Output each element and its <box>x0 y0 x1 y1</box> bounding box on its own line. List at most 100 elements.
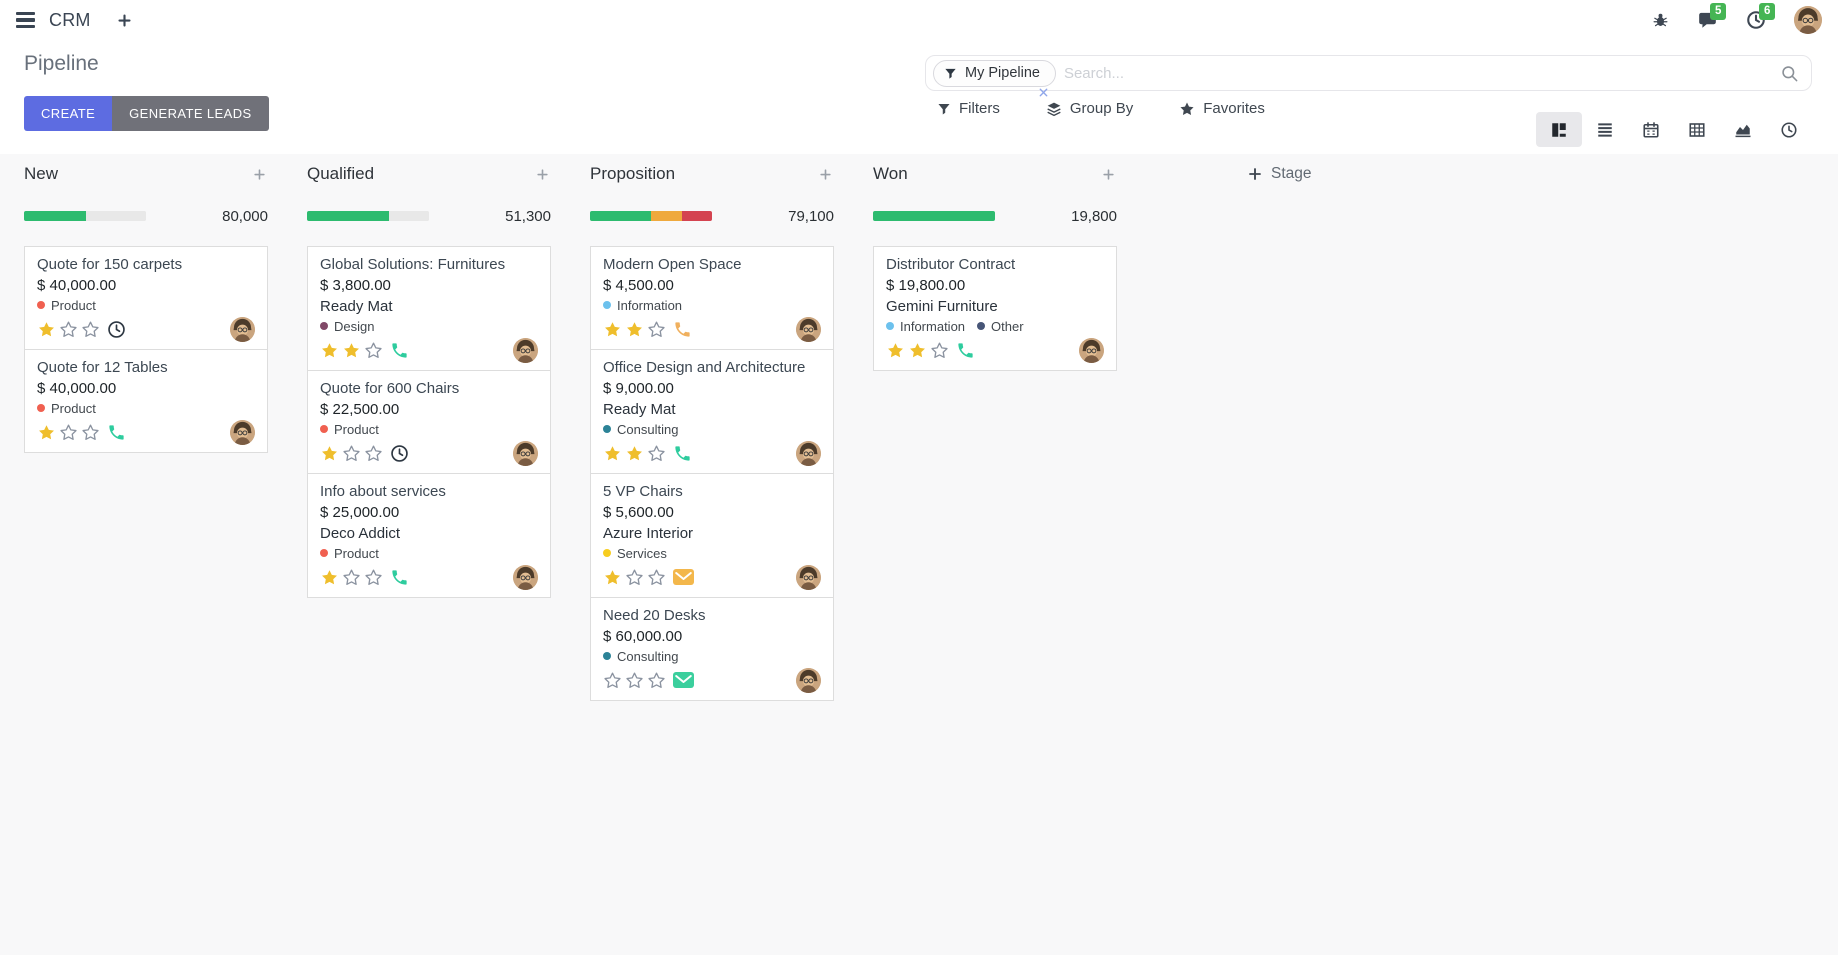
activity-mail-icon[interactable] <box>673 672 694 688</box>
tag-label: Information <box>617 297 683 313</box>
user-avatar[interactable] <box>1794 6 1822 34</box>
card-title: Office Design and Architecture <box>603 359 806 376</box>
messages-icon[interactable]: 5 <box>1697 3 1727 30</box>
filter-icon <box>938 103 950 115</box>
kanban-card[interactable]: Modern Open Space $ 4,500.00 Information <box>590 246 834 350</box>
view-list-button[interactable] <box>1582 112 1628 147</box>
kanban-card[interactable]: Need 20 Desks $ 60,000.00 Consulting <box>590 597 834 701</box>
priority-stars[interactable] <box>320 568 383 587</box>
priority-stars[interactable] <box>37 423 100 442</box>
activity-phone-icon[interactable] <box>673 444 692 463</box>
card-amount: $ 40,000.00 <box>37 380 117 397</box>
priority-stars[interactable] <box>37 320 100 339</box>
kanban-card[interactable]: Quote for 12 Tables $ 40,000.00 Product <box>24 349 268 453</box>
add-stage-button[interactable]: Stage <box>1248 160 1312 188</box>
avatar[interactable] <box>513 337 538 363</box>
card-title: Distributor Contract <box>886 256 1016 273</box>
avatar[interactable] <box>796 440 821 466</box>
avatar[interactable] <box>513 440 538 466</box>
search-facet-label: My Pipeline <box>965 65 1040 81</box>
avatar[interactable] <box>1079 337 1104 363</box>
activities-icon[interactable]: 6 <box>1746 3 1776 30</box>
card-amount: $ 60,000.00 <box>603 628 683 645</box>
card-title: Need 20 Desks <box>603 607 706 624</box>
tag-dot <box>603 425 611 433</box>
priority-stars[interactable] <box>603 320 666 339</box>
kanban-card[interactable]: Global Solutions: Furnitures $ 3,800.00 … <box>307 246 551 371</box>
priority-stars[interactable] <box>320 444 383 463</box>
tag-label: Other <box>991 318 1024 334</box>
kanban-card[interactable]: Info about services $ 25,000.00 Deco Add… <box>307 473 551 598</box>
search-input[interactable] <box>1063 64 1772 82</box>
kanban-card[interactable]: Quote for 150 carpets $ 40,000.00 Produc… <box>24 246 268 350</box>
activity-phone-icon[interactable] <box>956 341 975 360</box>
add-record-icon[interactable] <box>534 166 551 183</box>
activity-phone-icon[interactable] <box>107 423 126 442</box>
kanban-card[interactable]: Office Design and Architecture $ 9,000.0… <box>590 349 834 474</box>
activity-clock-icon[interactable] <box>107 320 126 339</box>
card-amount: $ 3,800.00 <box>320 277 391 294</box>
card-title: 5 VP Chairs <box>603 483 683 500</box>
plus-icon[interactable] <box>117 13 132 28</box>
card-amount: $ 25,000.00 <box>320 504 400 521</box>
search-facet-my-pipeline[interactable]: My Pipeline <box>933 59 1056 87</box>
column-progress-bar[interactable] <box>24 211 146 221</box>
favorites-button[interactable]: Favorites <box>1179 100 1265 117</box>
add-record-icon[interactable] <box>251 166 268 183</box>
card-title: Quote for 150 carpets <box>37 256 183 273</box>
column-progress-bar[interactable] <box>590 211 712 221</box>
generate-leads-button[interactable]: GENERATE LEADS <box>112 96 269 131</box>
avatar[interactable] <box>513 564 538 590</box>
facet-remove-icon[interactable] <box>1038 87 1049 98</box>
menu-icon[interactable] <box>16 12 35 28</box>
tag-dot <box>320 425 328 433</box>
add-record-icon[interactable] <box>1100 166 1117 183</box>
view-calendar-button[interactable] <box>1628 112 1674 147</box>
column-total: 79,100 <box>788 207 834 225</box>
column-title: Won <box>873 164 908 183</box>
card-tags: Design <box>320 317 538 335</box>
graph-icon <box>1735 124 1751 137</box>
priority-stars[interactable] <box>320 341 383 360</box>
group-by-button[interactable]: Group By <box>1046 100 1133 117</box>
priority-stars[interactable] <box>603 568 666 587</box>
avatar[interactable] <box>796 667 821 693</box>
avatar[interactable] <box>796 564 821 590</box>
card-amount: $ 9,000.00 <box>603 380 674 397</box>
view-activity-button[interactable] <box>1766 112 1812 147</box>
priority-stars[interactable] <box>886 341 949 360</box>
column-total: 51,300 <box>505 207 551 225</box>
avatar[interactable] <box>230 316 255 342</box>
column-progress-bar[interactable] <box>307 211 429 221</box>
tag-dot <box>37 301 45 309</box>
create-button[interactable]: CREATE <box>24 96 113 131</box>
avatar[interactable] <box>230 419 255 445</box>
clock-icon <box>1781 121 1797 138</box>
kanban-card[interactable]: Quote for 600 Chairs $ 22,500.00 Product <box>307 370 551 474</box>
search-bar[interactable]: My Pipeline <box>925 55 1812 97</box>
kanban-card[interactable]: 5 VP Chairs $ 5,600.00 Azure Interior Se… <box>590 473 834 598</box>
tag-dot <box>603 549 611 557</box>
priority-stars[interactable] <box>603 444 666 463</box>
activity-clock-icon[interactable] <box>390 444 409 463</box>
priority-stars[interactable] <box>603 671 666 690</box>
activity-phone-icon[interactable] <box>390 341 409 360</box>
app-name[interactable]: CRM <box>49 9 91 30</box>
activity-mail-icon[interactable] <box>673 569 694 585</box>
view-pivot-button[interactable] <box>1674 112 1720 147</box>
view-graph-button[interactable] <box>1720 112 1766 147</box>
filters-button[interactable]: Filters <box>937 100 1000 117</box>
activities-badge: 6 <box>1759 3 1776 20</box>
activity-phone-icon[interactable] <box>673 320 692 339</box>
card-tags: Services <box>603 544 821 562</box>
avatar[interactable] <box>796 316 821 342</box>
column-title: Qualified <box>307 164 375 183</box>
tag-dot <box>603 652 611 660</box>
activity-phone-icon[interactable] <box>390 568 409 587</box>
column-progress-bar[interactable] <box>873 211 995 221</box>
search-icon[interactable] <box>1780 64 1799 83</box>
kanban-card[interactable]: Distributor Contract $ 19,800.00 Gemini … <box>873 246 1117 371</box>
add-record-icon[interactable] <box>817 166 834 183</box>
bug-icon[interactable] <box>1652 11 1669 29</box>
view-kanban-button[interactable] <box>1536 112 1582 147</box>
